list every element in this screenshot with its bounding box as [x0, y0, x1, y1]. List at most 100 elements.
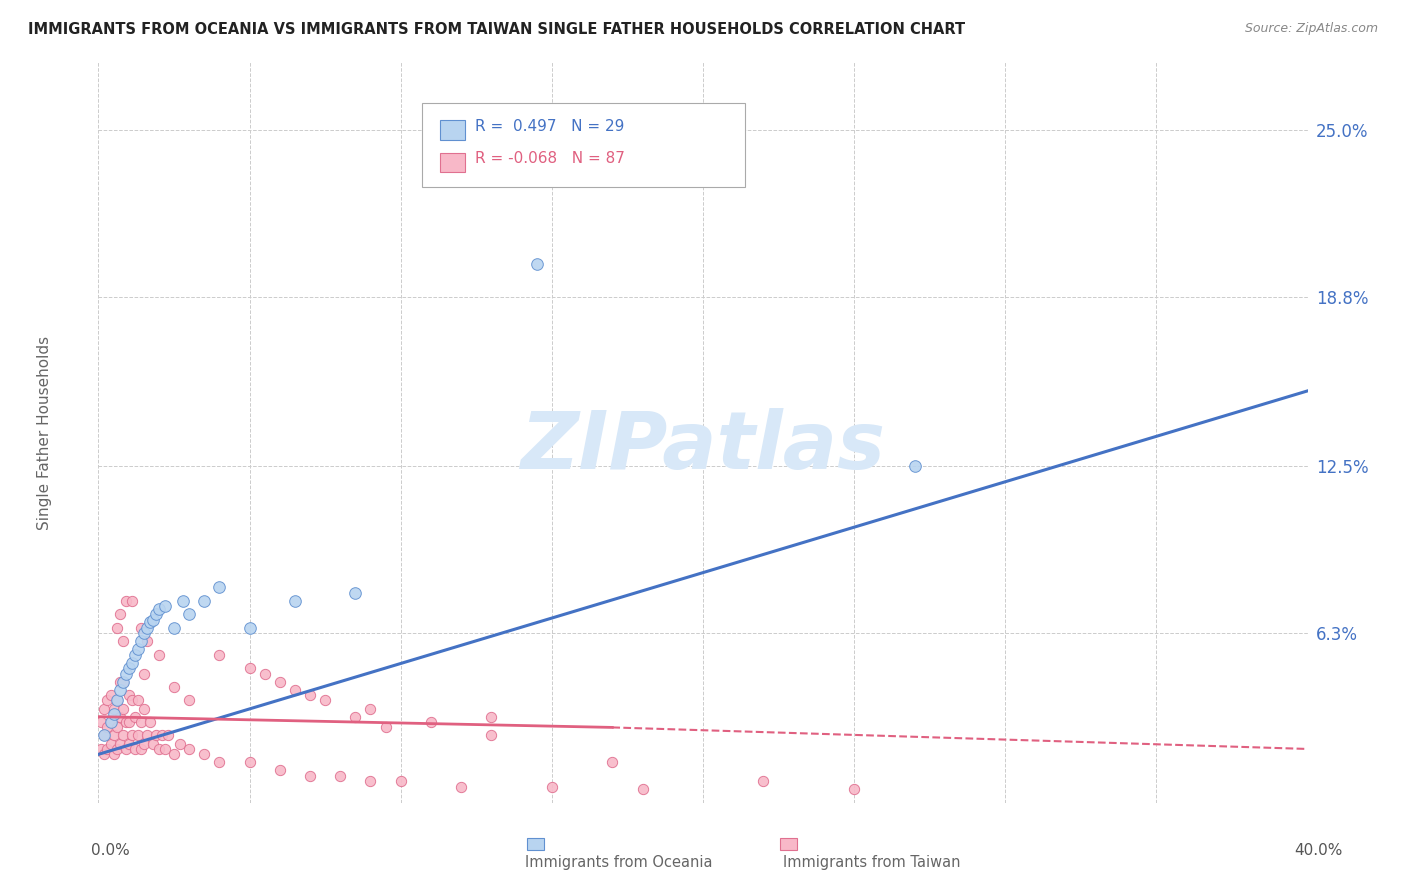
Point [103, 706, 125, 721]
Point [118, 661, 141, 675]
Text: R =  0.497   N = 29: R = 0.497 N = 29 [475, 119, 624, 134]
Point [156, 729, 179, 743]
Point [135, 729, 157, 743]
Point [284, 682, 307, 697]
Point [90, 714, 112, 729]
Point [114, 666, 136, 681]
Text: IMMIGRANTS FROM OCEANIA VS IMMIGRANTS FROM TAIWAN SINGLE FATHER HOUSEHOLDS CORRE: IMMIGRANTS FROM OCEANIA VS IMMIGRANTS FR… [28, 22, 966, 37]
Text: Source: ZipAtlas.com: Source: ZipAtlas.com [1244, 22, 1378, 36]
Point [193, 594, 215, 608]
Point [132, 701, 155, 715]
Point [129, 714, 152, 729]
Text: Immigrants from Taiwan: Immigrants from Taiwan [783, 855, 960, 870]
Point [105, 621, 128, 635]
Point [481, 729, 503, 743]
Point [111, 701, 134, 715]
Point [142, 613, 165, 627]
Point [90, 742, 112, 756]
Point [450, 780, 472, 794]
Point [100, 737, 122, 751]
Point [111, 729, 134, 743]
Point [118, 688, 141, 702]
Point [105, 742, 128, 756]
Point [299, 769, 322, 783]
Point [239, 621, 262, 635]
Point [111, 634, 134, 648]
Point [752, 774, 775, 789]
Point [132, 626, 155, 640]
Point [602, 756, 624, 770]
Point [105, 693, 128, 707]
Point [118, 714, 141, 729]
Point [299, 688, 322, 702]
Text: Single Father Households: Single Father Households [37, 335, 52, 530]
Point [132, 737, 155, 751]
Point [121, 594, 143, 608]
Point [329, 769, 352, 783]
Point [904, 459, 927, 474]
Point [344, 709, 367, 723]
Point [105, 720, 128, 734]
Point [179, 742, 201, 756]
Point [96, 720, 118, 734]
Point [526, 257, 548, 271]
Point [108, 682, 131, 697]
Point [127, 693, 149, 707]
Point [111, 674, 134, 689]
Point [129, 621, 152, 635]
Point [344, 586, 367, 600]
Point [239, 661, 262, 675]
Point [239, 756, 262, 770]
Text: Immigrants from Oceania: Immigrants from Oceania [524, 855, 713, 870]
Point [145, 607, 167, 622]
Point [103, 729, 125, 743]
Point [145, 729, 167, 743]
Point [153, 742, 176, 756]
Point [148, 602, 170, 616]
Point [163, 747, 186, 762]
Point [124, 648, 146, 662]
Point [96, 693, 118, 707]
Point [121, 656, 143, 670]
Point [208, 648, 231, 662]
Point [163, 621, 186, 635]
Point [172, 594, 194, 608]
Point [129, 634, 152, 648]
Point [124, 709, 146, 723]
Point [127, 642, 149, 657]
Point [148, 742, 170, 756]
Point [374, 720, 396, 734]
Point [179, 607, 201, 622]
Point [100, 714, 122, 729]
Point [114, 742, 136, 756]
Point [142, 737, 165, 751]
Point [100, 714, 122, 729]
Point [111, 674, 134, 689]
Point [108, 709, 131, 723]
Point [253, 666, 276, 681]
Point [114, 714, 136, 729]
Point [284, 594, 307, 608]
Point [169, 737, 191, 751]
Point [150, 729, 173, 743]
Point [844, 782, 866, 797]
Point [193, 747, 215, 762]
Point [631, 782, 654, 797]
Point [93, 729, 115, 743]
Point [269, 674, 291, 689]
Point [121, 693, 143, 707]
Point [93, 701, 115, 715]
Point [163, 680, 186, 694]
Point [420, 714, 443, 729]
Point [139, 615, 162, 630]
Point [481, 709, 503, 723]
Point [121, 729, 143, 743]
Point [135, 634, 157, 648]
Point [103, 701, 125, 715]
Point [124, 742, 146, 756]
Text: R = -0.068   N = 87: R = -0.068 N = 87 [475, 151, 626, 166]
Point [132, 666, 155, 681]
Point [360, 701, 382, 715]
Point [118, 737, 141, 751]
Text: 40.0%: 40.0% [1295, 843, 1343, 858]
